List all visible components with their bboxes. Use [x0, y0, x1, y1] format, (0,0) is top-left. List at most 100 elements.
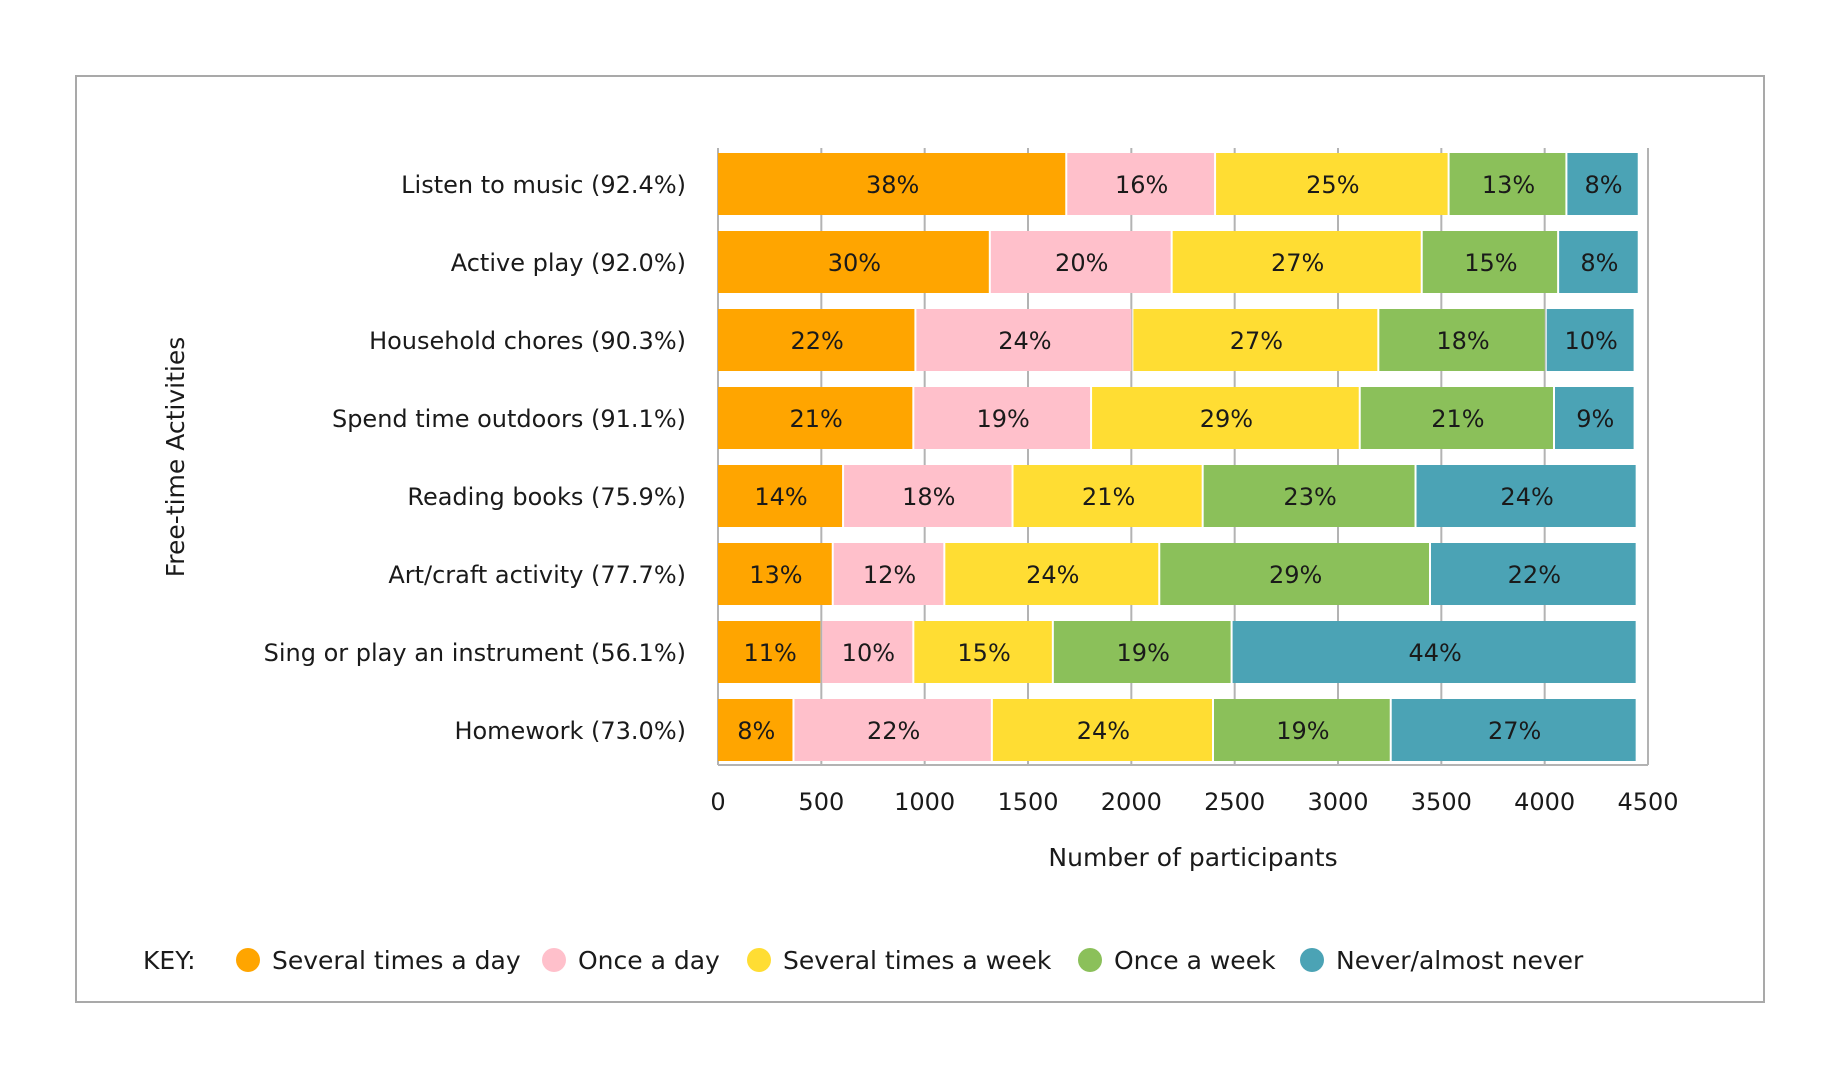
x-tick-label: 500 — [798, 788, 844, 816]
bar-segment-label: 15% — [957, 639, 1010, 667]
category-label: Listen to music (92.4%) — [401, 171, 686, 199]
x-axis-title: Number of participants — [1048, 843, 1337, 872]
bar-segment — [718, 621, 821, 683]
category-label: Reading books (75.9%) — [407, 483, 686, 511]
bar-segment-label: 21% — [1431, 405, 1484, 433]
legend-swatch — [542, 948, 566, 972]
bar-segment-label: 30% — [828, 249, 881, 277]
bar-segment-label: 22% — [791, 327, 844, 355]
bar-segment-label: 21% — [789, 405, 842, 433]
bar-segment-label: 14% — [754, 483, 807, 511]
bar-segment-label: 13% — [749, 561, 802, 589]
bar-segment-label: 10% — [1564, 327, 1617, 355]
bar-segment — [1559, 231, 1638, 293]
bar-segment-label: 19% — [1117, 639, 1170, 667]
bar-segment — [1449, 153, 1566, 215]
x-tick-label: 0 — [710, 788, 725, 816]
x-tick-label: 4000 — [1514, 788, 1575, 816]
legend-swatch — [1300, 948, 1324, 972]
bar-segment-label: 15% — [1464, 249, 1517, 277]
bar-segment — [833, 543, 944, 605]
bar-segment-label: 27% — [1230, 327, 1283, 355]
bar-segment — [1567, 153, 1638, 215]
bar-segment — [990, 231, 1171, 293]
bar-segment — [1555, 387, 1634, 449]
bar-segment-label: 8% — [1585, 171, 1623, 199]
bar-segment — [1067, 153, 1215, 215]
category-labels: Listen to music (92.4%) Active play (92.0… — [264, 171, 686, 745]
legend-title: KEY: — [143, 946, 196, 975]
category-label: Homework (73.0%) — [454, 717, 686, 745]
bar-segment — [844, 465, 1012, 527]
y-axis-title: Free-time Activities — [161, 337, 190, 578]
bar-segment-label: 8% — [737, 717, 775, 745]
x-tick-label: 1000 — [894, 788, 955, 816]
bar-segment-label: 20% — [1055, 249, 1108, 277]
bar-segment — [794, 699, 991, 761]
bar-segment-label: 27% — [1488, 717, 1541, 745]
bar-segment — [822, 621, 913, 683]
bar-segment — [1133, 309, 1378, 371]
bar-segment-label: 19% — [977, 405, 1030, 433]
bar-segment — [992, 699, 1212, 761]
x-tick-label: 1500 — [997, 788, 1058, 816]
category-label: Art/craft activity (77.7%) — [388, 561, 686, 589]
bar-segment-label: 29% — [1200, 405, 1253, 433]
bar-segment-label: 24% — [1026, 561, 1079, 589]
category-label: Active play (92.0%) — [451, 249, 686, 277]
bar-segment-label: 38% — [866, 171, 919, 199]
bar-segment — [1232, 621, 1636, 683]
bar-segment — [1013, 465, 1202, 527]
bar-segment-label: 18% — [902, 483, 955, 511]
legend-label: Once a day — [578, 946, 720, 975]
bar-segment — [718, 231, 989, 293]
x-tick-label: 2000 — [1101, 788, 1162, 816]
bar-segment-label: 18% — [1436, 327, 1489, 355]
bar-segment-label: 25% — [1306, 171, 1359, 199]
bar-segment — [945, 543, 1159, 605]
bar-segment — [916, 309, 1132, 371]
legend-label: Once a week — [1114, 946, 1276, 975]
bar-segment-label: 24% — [1500, 483, 1553, 511]
bar-segment — [1379, 309, 1545, 371]
bar-segment — [1431, 543, 1636, 605]
bar-segment — [914, 387, 1091, 449]
bars: 38% 16% 25% 13% 8% 30% 20% 27% 15% 8% 22% 24% 27% 18%… — [718, 153, 1638, 761]
bar-segment-label: 10% — [842, 639, 895, 667]
x-tick-label: 3500 — [1411, 788, 1472, 816]
bar-segment — [1092, 387, 1359, 449]
bar-segment — [1172, 231, 1421, 293]
bar-segment-label: 44% — [1408, 639, 1461, 667]
bar-segment-label: 13% — [1482, 171, 1535, 199]
bar-segment-label: 22% — [1508, 561, 1561, 589]
bar-segment — [1391, 699, 1636, 761]
category-label: Spend time outdoors (91.1%) — [332, 405, 686, 433]
bar-segment-label: 22% — [867, 717, 920, 745]
bar-segment-label: 12% — [863, 561, 916, 589]
bar-segment — [1214, 699, 1390, 761]
category-label: Household chores (90.3%) — [369, 327, 686, 355]
bar-segment — [1053, 621, 1231, 683]
category-label: Sing or play an instrument (56.1%) — [264, 639, 686, 667]
bar-segment — [914, 621, 1052, 683]
bar-segment — [718, 465, 843, 527]
x-tick-label: 3000 — [1307, 788, 1368, 816]
bar-segment — [1203, 465, 1415, 527]
x-tick-label: 4500 — [1617, 788, 1678, 816]
bar-segment — [1160, 543, 1429, 605]
legend-swatch — [236, 948, 260, 972]
legend-label: Several times a day — [272, 946, 521, 975]
legend-swatch — [747, 948, 771, 972]
bar-segment — [1546, 309, 1634, 371]
bar-segment-label: 24% — [998, 327, 1051, 355]
legend-label: Never/almost never — [1336, 946, 1584, 975]
bar-segment — [718, 309, 915, 371]
bar-segment — [1422, 231, 1558, 293]
bar-segment — [1216, 153, 1448, 215]
chart-frame — [75, 75, 1765, 1003]
bar-segment — [718, 153, 1066, 215]
bar-segment — [718, 699, 793, 761]
bar-segment-label: 9% — [1576, 405, 1614, 433]
x-tick-labels: 0 500 1000 1500 2000 2500 3000 3500 4000 4500 — [710, 788, 1678, 816]
bar-segment-label: 16% — [1115, 171, 1168, 199]
